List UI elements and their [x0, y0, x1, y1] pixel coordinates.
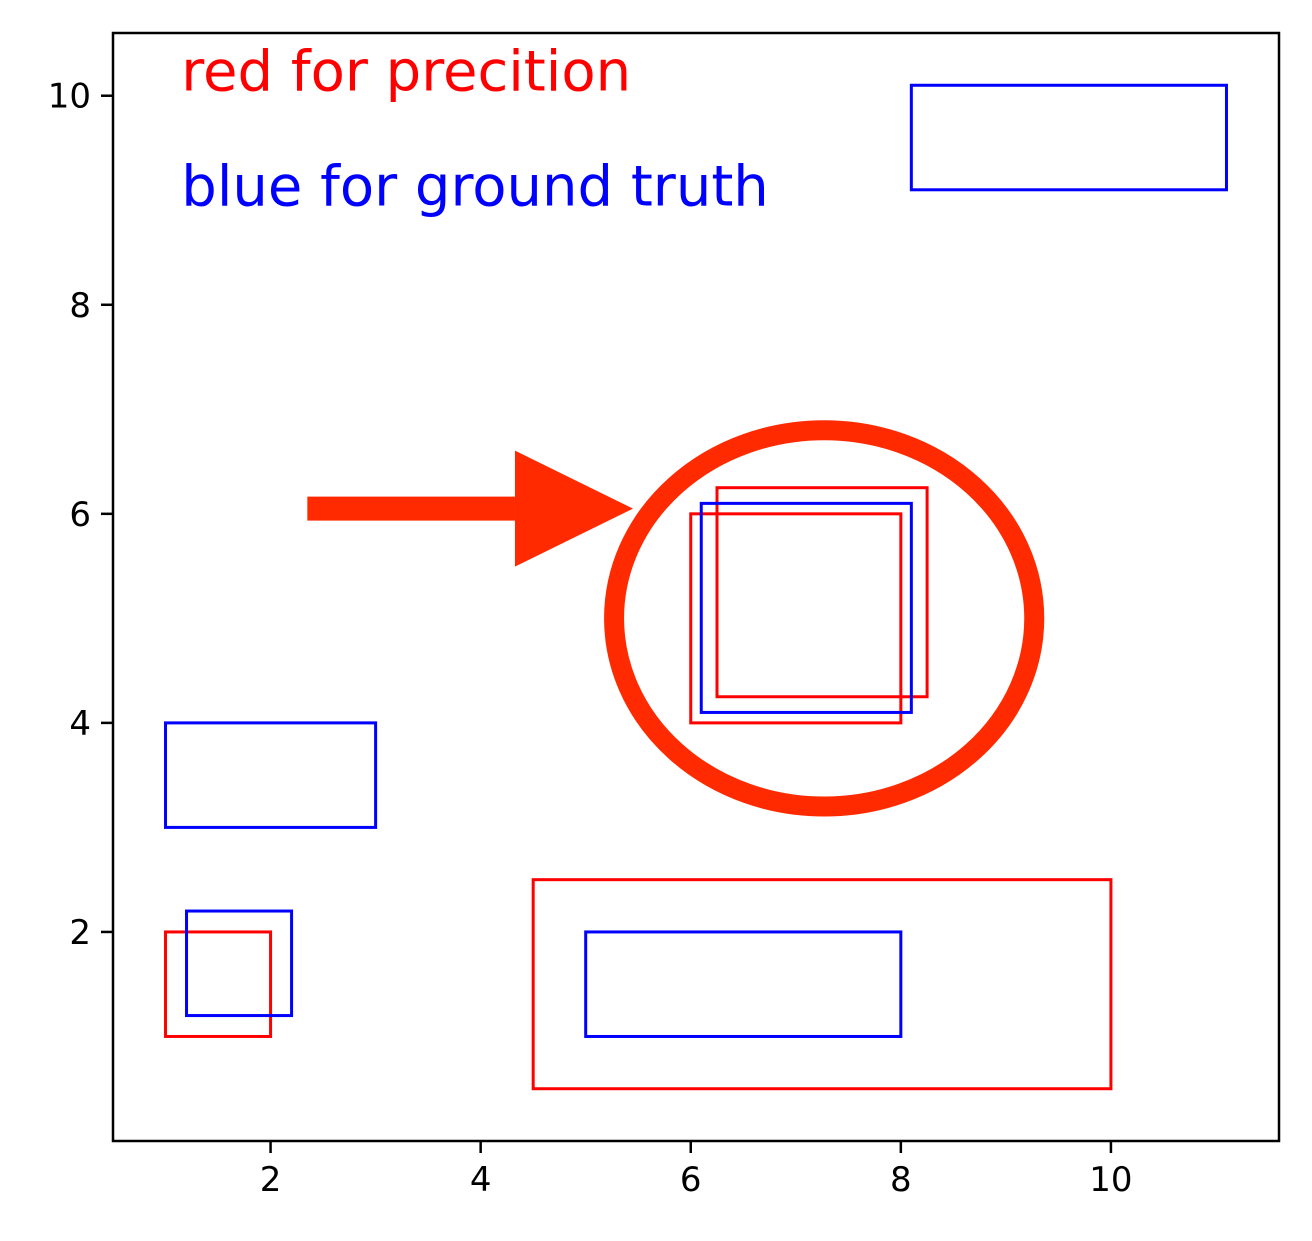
- y-axis-ticks: 2 4 6 8 10: [48, 77, 113, 953]
- arrow-head: [514, 450, 633, 567]
- ground-truth-box: [584, 930, 903, 1038]
- plot-area-frame: [111, 31, 1281, 1143]
- y-tick-label: 8: [69, 286, 91, 326]
- x-tick-label: 2: [260, 1160, 282, 1200]
- prediction-box: [531, 878, 1113, 1091]
- x-tick-label: 6: [680, 1160, 702, 1200]
- y-tick-label: 10: [48, 77, 91, 117]
- legend-note-ground-truth: blue for ground truth: [181, 154, 769, 219]
- y-tick-label: 6: [69, 495, 91, 535]
- prediction-box: [715, 486, 929, 699]
- prediction-box: [689, 512, 903, 725]
- prediction-box: [164, 930, 273, 1038]
- x-tick-label: 8: [890, 1160, 912, 1200]
- ground-truth-box: [909, 83, 1228, 192]
- boxes-layer: [164, 83, 1228, 1091]
- ground-truth-box: [185, 909, 294, 1018]
- arrow-shaft: [307, 496, 515, 521]
- x-axis-ticks: 2 4 6 8 10: [260, 1141, 1133, 1200]
- y-tick-label: 4: [69, 704, 91, 744]
- x-tick-label: 4: [470, 1160, 492, 1200]
- highlight-ellipse: [604, 420, 1045, 817]
- ground-truth-box: [164, 721, 378, 829]
- y-tick-label: 2: [69, 913, 91, 953]
- ground-truth-box: [699, 501, 913, 714]
- annotation-layer: red for precition blue for ground truth: [181, 39, 1045, 817]
- legend-note-prediction: red for precition: [181, 39, 631, 104]
- x-tick-label: 10: [1089, 1160, 1132, 1200]
